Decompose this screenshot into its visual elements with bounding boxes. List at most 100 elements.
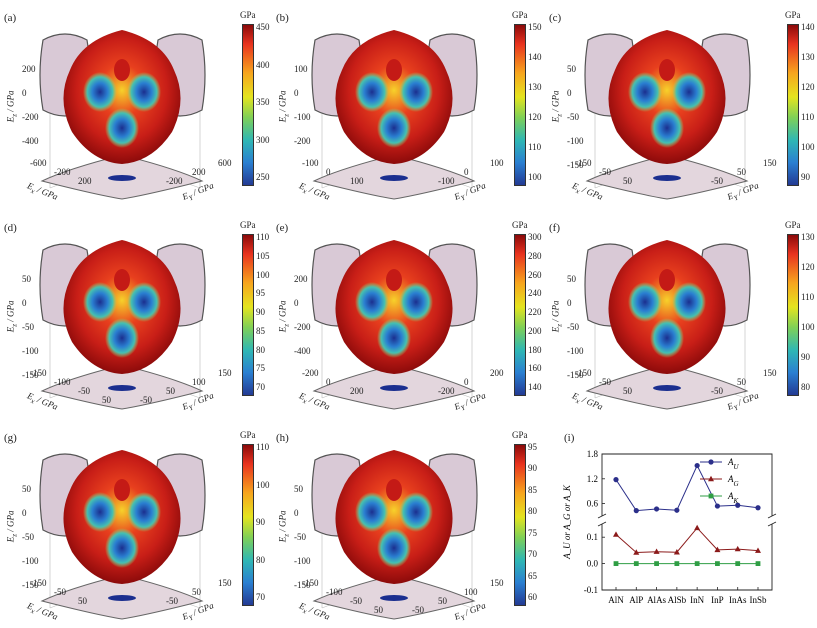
z-tick-label: -400 <box>22 136 39 146</box>
surface-lobe <box>127 72 161 112</box>
x-tick-label: 50 <box>78 596 87 606</box>
z-axis-label: Ez / GPa <box>277 510 291 543</box>
surface-peak <box>659 59 675 81</box>
surface-peak <box>386 479 402 501</box>
colorbar-tick: 300 <box>528 232 542 242</box>
colorbar-tick: 105 <box>256 250 270 261</box>
surface-peak <box>114 479 130 501</box>
colorbar-tick: 95 <box>528 442 537 452</box>
y-tick-label: -50 <box>140 395 152 405</box>
colorbar-tick: 450 <box>256 22 270 32</box>
colorbar-unit: GPa <box>512 430 528 440</box>
y-axis-label: A_U or A_G or A_K <box>562 484 572 560</box>
x-tick-label: AlSb <box>668 595 687 605</box>
legend-marker <box>708 459 714 465</box>
data-point <box>735 502 741 508</box>
x-tick-label: 50 <box>374 605 383 615</box>
x-tick-label: -150 <box>302 578 319 588</box>
y-tick-label: 1.8 <box>587 449 599 459</box>
x-tick-label: -100 <box>302 158 319 168</box>
x-tick-label: 50 <box>623 386 632 396</box>
colorbar-tick: 400 <box>256 59 270 70</box>
x-tick-label: 0 <box>326 167 331 177</box>
z-tick-label: -50 <box>22 322 34 332</box>
surface-lobe <box>628 282 662 322</box>
surface-plot <box>584 30 751 200</box>
elastic-surface <box>63 450 181 584</box>
surface-plot <box>39 30 206 200</box>
y-tick-label: 0.1 <box>587 532 598 542</box>
colorbar-unit: GPa <box>785 220 801 230</box>
panel-label: (i) <box>564 432 575 444</box>
surface-peak <box>114 269 130 291</box>
x-tick-label: -200 <box>302 368 319 378</box>
colorbar-tick: 80 <box>256 554 265 565</box>
x-tick-label: -150 <box>575 158 592 168</box>
surface-lobe <box>628 72 662 112</box>
data-point <box>714 546 721 553</box>
z-tick-label: -400 <box>294 346 311 356</box>
colorbar-tick: 130 <box>801 52 815 62</box>
data-point <box>674 561 680 566</box>
z-tick-label: -150 <box>22 580 39 590</box>
y-tick-label: -50 <box>711 386 723 396</box>
panel-1: (a) 200 0 -200 -400 -600 -200 200 600 200 -200 Ez /… <box>0 0 270 208</box>
elastic-surface <box>608 30 726 164</box>
z-tick-label: 200 <box>22 64 36 74</box>
surface-lobe <box>355 282 389 322</box>
projection-core <box>653 175 681 181</box>
z-tick-label: 50 <box>22 484 31 494</box>
z-tick-label: -200 <box>22 112 39 122</box>
y-tick-label: 200 <box>192 167 206 177</box>
colorbar-unit: GPa <box>512 10 528 20</box>
colorbar-tick: 90 <box>801 352 810 362</box>
y-tick-label: 50 <box>737 167 746 177</box>
z-tick-label: -100 <box>294 112 311 122</box>
z-tick-label: -100 <box>22 346 39 356</box>
surface-lobe <box>650 318 684 358</box>
colorbar <box>242 24 254 186</box>
projection-core <box>380 385 408 391</box>
data-point <box>735 561 741 566</box>
surface-lobe <box>355 492 389 532</box>
z-tick-label: -100 <box>567 136 584 146</box>
panel-3: (c) 50 0 -50 -100 -150 -150 -50 50 150 50 -50 Ez / G… <box>545 0 815 208</box>
z-axis-label: Ez / GPa <box>5 300 19 333</box>
elastic-surface <box>63 30 181 164</box>
panel-label: (f) <box>549 222 560 234</box>
series-line-A_G <box>615 527 759 554</box>
colorbar-tick: 160 <box>528 363 542 374</box>
panel-label: (e) <box>276 222 289 234</box>
data-point <box>653 506 660 512</box>
colorbar-tick: 90 <box>256 307 265 317</box>
y-tick-label: -200 <box>166 176 183 186</box>
z-axis-label: Ez / GPa <box>5 90 19 123</box>
colorbar <box>787 234 799 396</box>
colorbar-tick: 110 <box>256 442 270 452</box>
y-tick-label: 1.2 <box>587 474 598 484</box>
surface-plot <box>311 240 478 410</box>
axis-break <box>597 521 607 527</box>
surface-lobe <box>83 72 117 112</box>
surface-lobe <box>105 318 139 358</box>
y-tick-label: -0.1 <box>584 585 598 595</box>
z-tick-label: -200 <box>294 322 311 332</box>
surface-lobe <box>650 108 684 148</box>
elastic-surface <box>63 240 181 374</box>
z-tick-label: 50 <box>567 64 576 74</box>
surface-peak <box>114 59 130 81</box>
colorbar-tick: 70 <box>256 592 265 602</box>
z-tick-label: 0 <box>567 88 572 98</box>
z-tick-label: 50 <box>22 274 31 284</box>
y-tick-label: -200 <box>438 386 455 396</box>
z-tick-label: 50 <box>294 484 303 494</box>
data-point <box>755 505 761 511</box>
surface-plot <box>39 450 206 620</box>
surface-peak <box>386 269 402 291</box>
colorbar-tick: 70 <box>528 549 537 560</box>
y-tick-label: 50 <box>438 596 447 606</box>
panel-8: (h) 50 0 -50 -100 -150 -150 -100 -50 50 150 100 50 -5… <box>272 420 542 628</box>
legend-label: AU <box>727 457 740 471</box>
data-point <box>714 503 721 509</box>
colorbar-unit: GPa <box>240 430 256 440</box>
